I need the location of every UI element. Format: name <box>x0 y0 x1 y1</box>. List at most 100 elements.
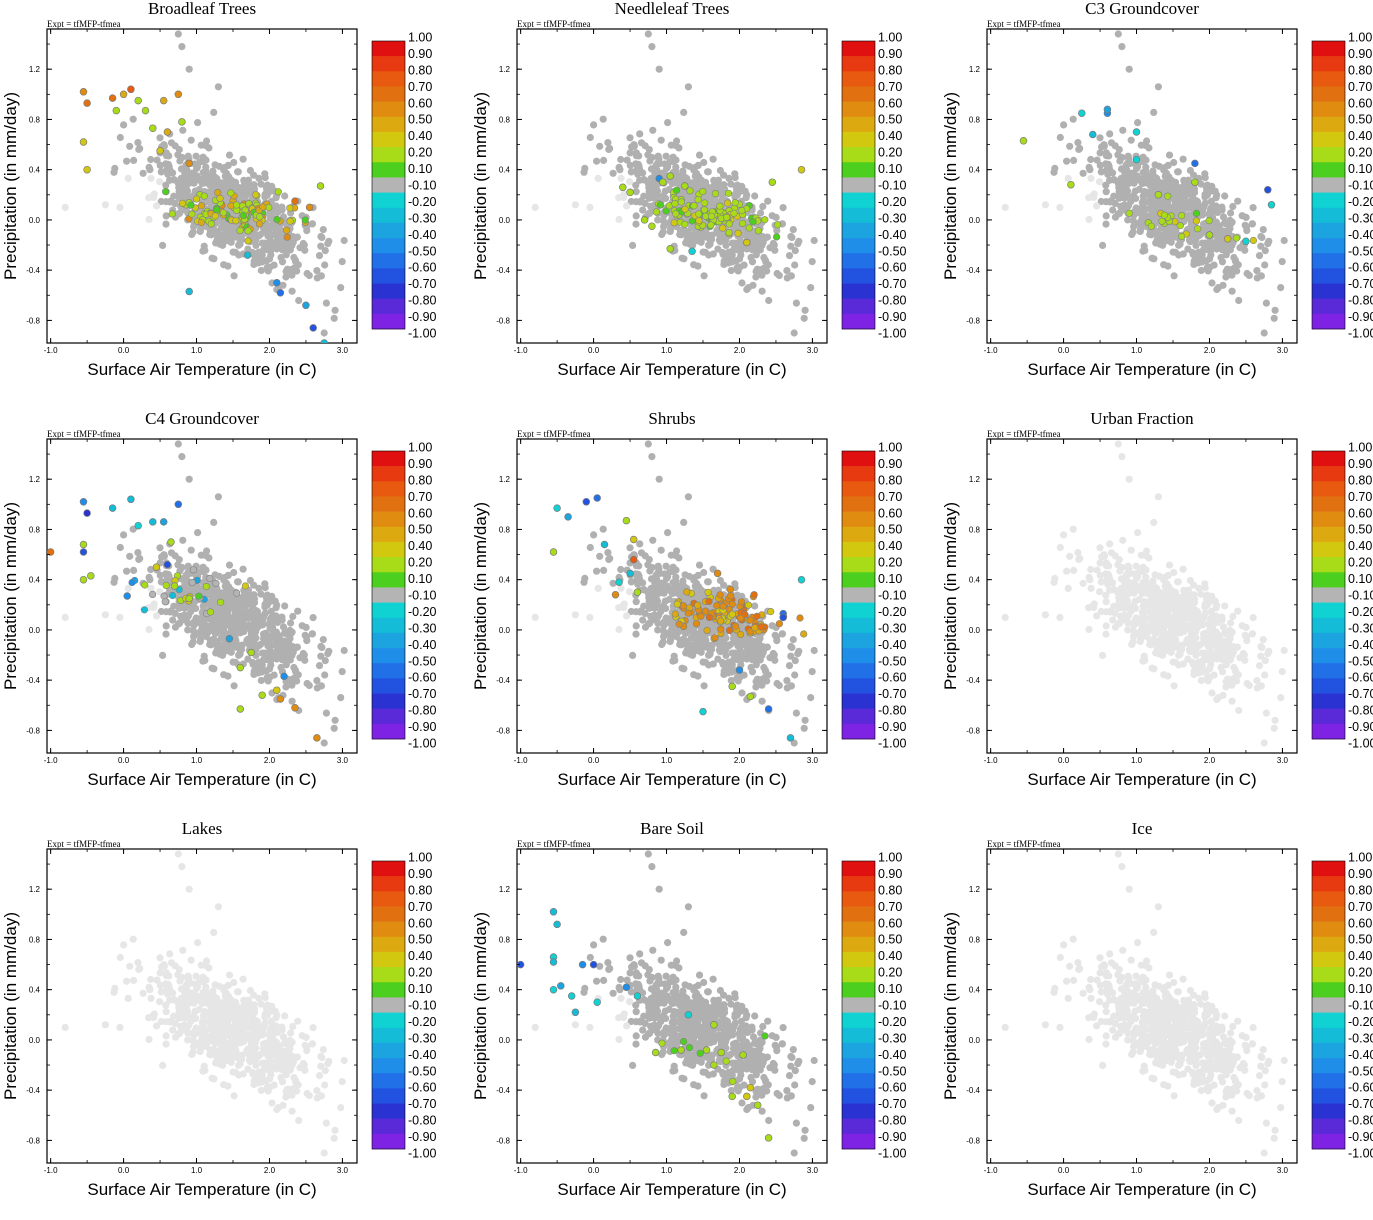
data-point <box>633 166 641 174</box>
data-point <box>1056 203 1064 211</box>
data-point-colored <box>716 591 724 599</box>
data-point <box>747 253 755 262</box>
data-point-colored <box>286 217 294 225</box>
y-tick-label: 0.8 <box>969 115 981 124</box>
colorbar-swatch <box>1312 56 1345 72</box>
data-point <box>224 595 232 603</box>
colorbar-swatch <box>372 86 405 102</box>
data-point-colored <box>239 211 247 219</box>
colorbar-label: -0.60 <box>878 261 907 275</box>
data-point <box>130 156 138 164</box>
data-point <box>156 161 164 169</box>
data-point <box>605 145 613 153</box>
data-point <box>315 252 324 260</box>
data-point-colored <box>711 190 719 198</box>
data-point <box>321 261 329 269</box>
data-point <box>1213 191 1221 199</box>
data-point <box>648 453 656 461</box>
data-point <box>759 202 767 211</box>
data-point <box>1242 213 1250 221</box>
data-point <box>261 580 269 588</box>
data-point <box>159 241 167 249</box>
colorbar-label: -0.60 <box>1348 261 1373 275</box>
colorbar-label: -0.20 <box>408 605 437 619</box>
data-point <box>210 635 218 643</box>
data-point <box>110 578 118 586</box>
data-point <box>216 613 224 621</box>
data-point <box>1115 146 1123 154</box>
data-point <box>727 180 735 188</box>
data-point <box>1087 584 1095 592</box>
data-point <box>1132 562 1140 570</box>
x-tick-label: 1.0 <box>191 346 203 355</box>
data-point <box>1149 167 1157 175</box>
data-point-highlight <box>626 188 634 197</box>
colorbar-swatch <box>842 723 875 740</box>
data-point-colored <box>690 202 698 210</box>
colorbar-label: -0.50 <box>878 654 907 668</box>
data-point <box>783 677 791 685</box>
data-point <box>807 284 815 292</box>
data-point <box>1128 230 1136 239</box>
data-point <box>145 573 153 581</box>
data-point-colored <box>219 209 227 217</box>
colorbar-swatch <box>842 101 875 118</box>
data-point <box>1219 623 1228 631</box>
data-point <box>654 562 662 570</box>
data-point <box>214 83 222 91</box>
data-point <box>1118 43 1126 51</box>
y-tick-label: 0.8 <box>29 525 41 534</box>
data-point <box>139 169 147 177</box>
colorbar-label: -0.20 <box>408 195 437 209</box>
data-point <box>1102 181 1110 189</box>
data-point-highlight <box>156 147 164 155</box>
expt-label: Expt = tfMFP-tfmea <box>517 19 591 29</box>
data-point <box>1201 170 1209 178</box>
data-point-highlight <box>728 682 736 691</box>
data-point <box>700 158 708 167</box>
data-point <box>1064 174 1072 182</box>
data-point <box>590 531 598 539</box>
data-point <box>704 168 712 176</box>
data-point-colored <box>745 224 753 232</box>
x-axis-label: Surface Air Temperature (in C) <box>557 360 786 379</box>
data-point <box>596 142 604 150</box>
chart-title: Urban Fraction <box>1090 409 1194 428</box>
data-point <box>678 664 686 672</box>
data-point <box>810 236 818 245</box>
data-point <box>262 667 270 675</box>
data-point <box>1235 296 1243 305</box>
data-point <box>787 242 795 250</box>
data-point-colored <box>739 219 747 227</box>
data-point <box>649 536 657 544</box>
data-point <box>645 556 653 564</box>
data-point <box>1248 220 1256 228</box>
data-point <box>286 626 294 634</box>
data-point <box>1219 281 1227 289</box>
data-point <box>808 668 816 676</box>
data-point <box>296 654 304 662</box>
data-point <box>791 247 799 255</box>
data-point <box>695 151 704 159</box>
data-point <box>645 146 653 154</box>
data-point <box>162 181 170 189</box>
data-point-colored <box>211 212 219 220</box>
data-point <box>639 616 647 624</box>
data-point <box>620 603 628 612</box>
data-point <box>1151 629 1160 637</box>
colorbar-swatch <box>842 56 875 72</box>
data-point <box>1265 237 1273 245</box>
colorbar-swatch <box>842 526 875 543</box>
x-tick-label: 2.0 <box>734 756 746 765</box>
data-point <box>196 615 204 623</box>
data-point <box>101 611 109 619</box>
data-point <box>266 673 274 681</box>
data-point <box>320 329 328 337</box>
x-tick-label: -1.0 <box>514 756 528 765</box>
data-point <box>231 248 239 256</box>
data-point <box>244 245 252 253</box>
data-point <box>1159 241 1167 249</box>
data-point <box>632 598 640 606</box>
data-point <box>254 612 262 620</box>
